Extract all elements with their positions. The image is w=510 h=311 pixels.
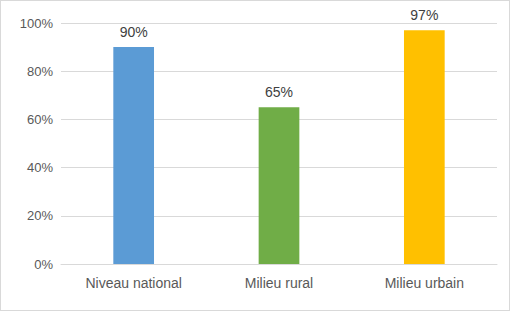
- svg-text:Milieu urbain: Milieu urbain: [385, 275, 464, 291]
- svg-text:0%: 0%: [34, 257, 53, 272]
- svg-text:100%: 100%: [20, 16, 54, 31]
- svg-text:80%: 80%: [27, 64, 53, 79]
- svg-text:97%: 97%: [410, 7, 438, 23]
- svg-text:60%: 60%: [27, 112, 53, 127]
- svg-text:Milieu rural: Milieu rural: [245, 275, 313, 291]
- svg-text:40%: 40%: [27, 160, 53, 175]
- svg-text:65%: 65%: [265, 84, 293, 100]
- svg-text:90%: 90%: [120, 24, 148, 40]
- svg-text:Niveau national: Niveau national: [85, 275, 182, 291]
- svg-text:20%: 20%: [27, 208, 53, 223]
